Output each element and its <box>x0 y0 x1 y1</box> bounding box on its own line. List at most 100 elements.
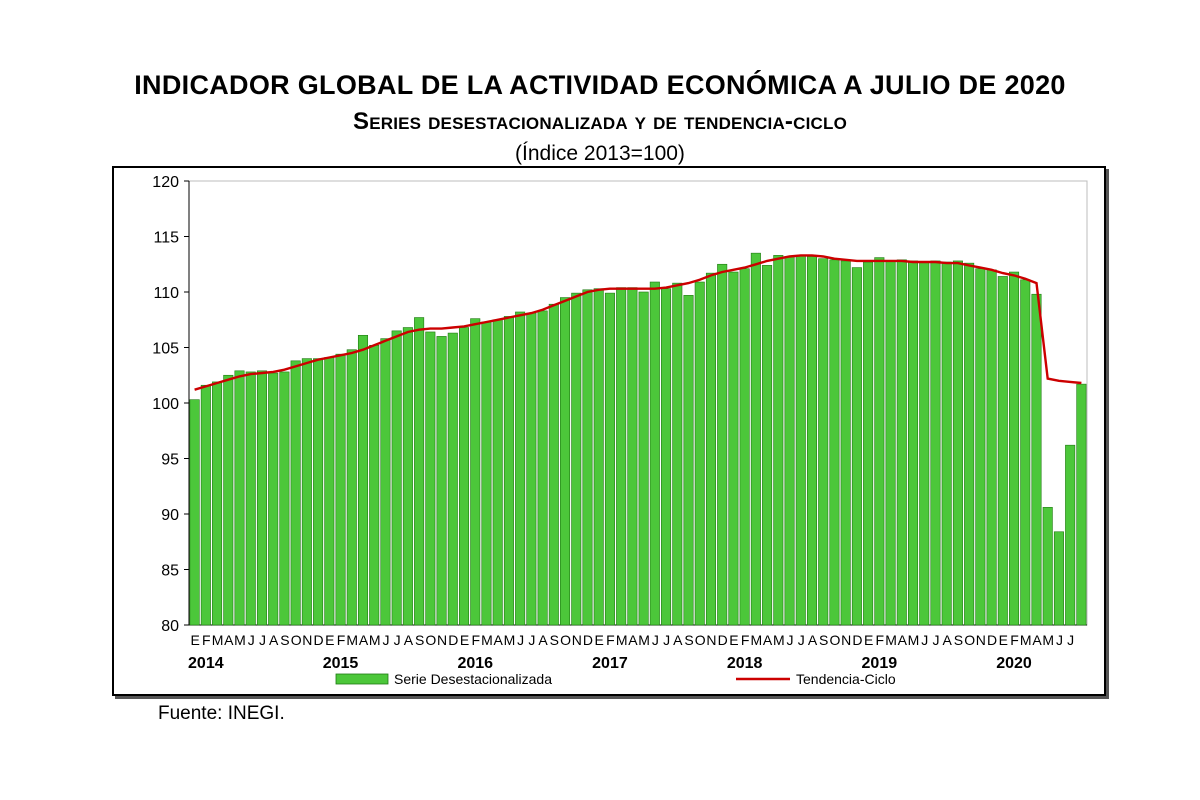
month-label: M <box>751 632 762 648</box>
month-label: D <box>852 632 862 648</box>
plot-area <box>188 180 1088 626</box>
bar <box>964 262 975 626</box>
bar <box>200 384 211 626</box>
month-label: S <box>280 632 289 648</box>
bar <box>1020 279 1031 626</box>
month-label: A <box>538 632 548 648</box>
month-label: A <box>269 632 279 648</box>
bar <box>425 331 436 626</box>
bar <box>1076 383 1087 626</box>
bar <box>672 282 683 626</box>
bar <box>515 311 526 626</box>
month-label: J <box>528 632 534 648</box>
chart-unit: (Índice 2013=100) <box>515 142 685 165</box>
month-label: A <box>404 632 414 648</box>
month-label: S <box>415 632 424 648</box>
month-label: A <box>898 632 908 648</box>
bar <box>436 336 447 626</box>
month-label: M <box>1042 632 1053 648</box>
month-label: M <box>504 632 515 648</box>
bar <box>268 372 279 626</box>
month-label: E <box>325 632 334 648</box>
bar <box>616 287 627 626</box>
bar <box>492 319 503 626</box>
bar <box>986 269 997 626</box>
bar <box>526 312 537 626</box>
bar <box>649 281 660 626</box>
month-label: J <box>1056 632 1062 648</box>
bar <box>975 268 986 626</box>
bar <box>1042 507 1053 626</box>
month-label: M <box>616 632 627 648</box>
month-label: F <box>606 632 614 648</box>
month-label: F <box>337 632 345 648</box>
month-label: N <box>302 632 311 648</box>
year-label: 2019 <box>862 655 898 672</box>
month-label: E <box>595 632 604 648</box>
y-tick-label: 85 <box>161 563 179 580</box>
bar <box>380 338 391 626</box>
bar <box>750 252 761 626</box>
month-label: A <box>224 632 234 648</box>
month-label: N <box>437 632 446 648</box>
month-label: E <box>999 632 1008 648</box>
bar <box>930 260 941 626</box>
month-label: M <box>885 632 896 648</box>
month-label: M <box>638 632 649 648</box>
legend-label-bars: Serie Desestacionalizada <box>394 671 552 687</box>
month-label: O <box>695 632 706 648</box>
bar <box>705 272 716 626</box>
bar <box>919 261 930 626</box>
chart-subtitle: Series desestacionalizada y de tendencia… <box>352 108 848 135</box>
month-label: N <box>841 632 850 648</box>
bar <box>571 292 582 626</box>
bar <box>447 332 458 626</box>
bar <box>548 303 559 626</box>
bar <box>863 261 874 626</box>
month-label: J <box>382 632 388 648</box>
bar <box>369 344 380 626</box>
month-label: J <box>787 632 793 648</box>
month-label: J <box>394 632 400 648</box>
bar <box>234 370 245 626</box>
month-label: N <box>706 632 715 648</box>
bar <box>256 370 267 626</box>
bar <box>728 271 739 626</box>
bar <box>851 267 862 626</box>
bar <box>683 295 694 626</box>
bar <box>503 316 514 626</box>
month-label: A <box>494 632 504 648</box>
bar <box>638 291 649 626</box>
month-label: A <box>763 632 773 648</box>
month-label: O <box>291 632 302 648</box>
month-label: D <box>718 632 728 648</box>
month-label: M <box>1020 632 1031 648</box>
bar <box>346 349 357 626</box>
bar <box>806 256 818 626</box>
bar <box>357 334 369 626</box>
month-label: M <box>481 632 492 648</box>
month-label: S <box>550 632 559 648</box>
year-label: 2020 <box>996 655 1032 672</box>
bar <box>874 257 885 626</box>
bar <box>189 399 200 626</box>
month-label: J <box>921 632 927 648</box>
bar <box>1065 444 1076 626</box>
bar <box>1031 293 1042 626</box>
trend-line <box>194 254 1082 391</box>
bar <box>402 327 413 626</box>
month-label: S <box>684 632 693 648</box>
bar <box>290 360 301 626</box>
month-label: M <box>369 632 380 648</box>
bar <box>604 292 615 626</box>
month-label: J <box>798 632 804 648</box>
bar <box>1053 531 1064 626</box>
bar <box>593 288 604 626</box>
month-label: D <box>314 632 324 648</box>
bar <box>223 374 234 626</box>
bar <box>773 255 784 626</box>
chart-frame: 80 85 90 95 100 105 110 115 120 E F M A M J J A S O N D E F M A M… <box>112 166 1106 696</box>
bar <box>818 258 829 626</box>
month-label: M <box>234 632 245 648</box>
